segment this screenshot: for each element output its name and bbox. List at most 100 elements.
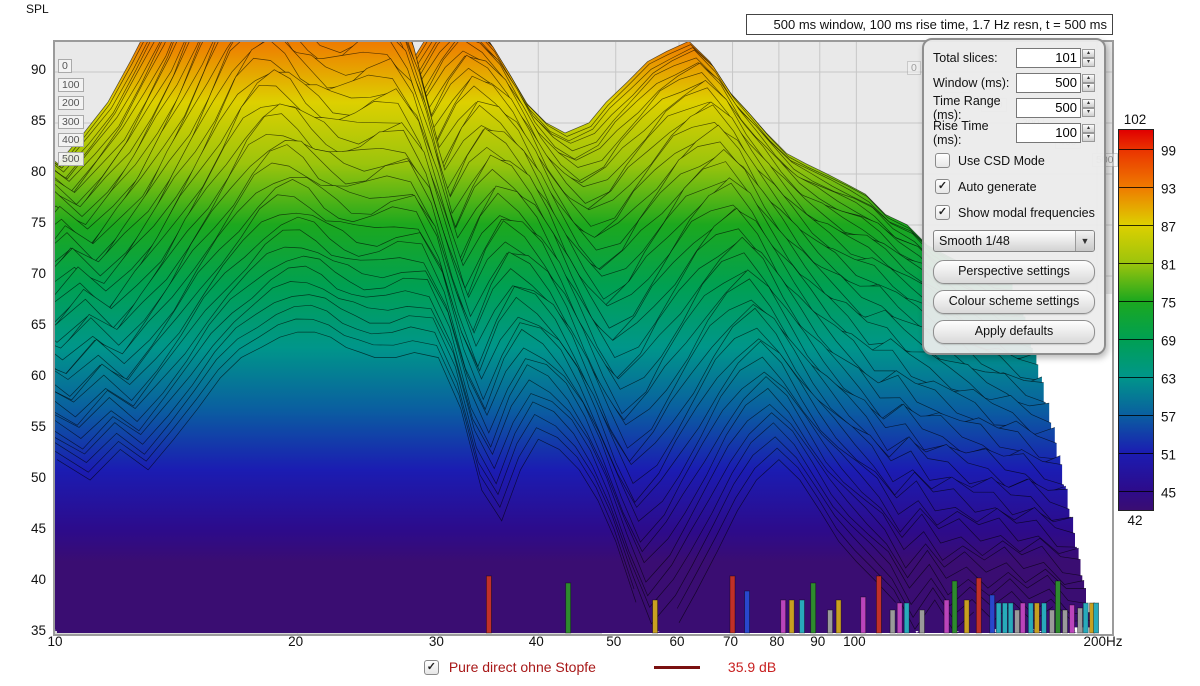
checkbox[interactable]: ✓: [935, 205, 950, 220]
perspective-settings-button[interactable]: Perspective settings: [933, 260, 1095, 284]
time-slice-label: 200: [58, 96, 84, 110]
spinner-down-icon[interactable]: ▾: [1082, 108, 1095, 117]
smoothing-dropdown[interactable]: Smooth 1/48 ▼: [933, 230, 1095, 252]
number-input[interactable]: 100: [1016, 123, 1081, 143]
checkbox-label: Show modal frequencies: [958, 205, 1095, 220]
colorbar-tick-label: 99: [1161, 143, 1177, 159]
measurement-name: Pure direct ohne Stopfe: [448, 659, 596, 675]
frequency-tick-label: 60: [669, 634, 685, 649]
field-label: Rise Time (ms):: [933, 119, 989, 147]
colorbar-tick-label: 69: [1161, 333, 1177, 349]
spinner-down-icon[interactable]: ▾: [1082, 133, 1095, 142]
measurement-line-swatch: [653, 665, 700, 669]
spl-tick-label: 40: [30, 572, 46, 587]
colorbar-tick-label: 81: [1161, 257, 1177, 273]
colorbar-tick-label: 51: [1161, 447, 1177, 463]
colorbar-tick-label: 63: [1161, 371, 1177, 387]
spl-tick-label: 35: [30, 623, 46, 638]
frequency-tick-label: 90: [810, 634, 826, 649]
frequency-tick-label: 80: [769, 634, 785, 649]
chevron-down-icon[interactable]: ▼: [1075, 231, 1094, 251]
controls-panel: Total slices: 101 ▴ ▾ Window (ms): 500 ▴ ▾ Time …: [922, 38, 1106, 355]
measurement-level-value: 35.9 dB: [727, 659, 777, 675]
status-bar: 500 ms window, 100 ms rise time, 1.7 Hz …: [746, 14, 1113, 35]
spl-tick-label: 75: [30, 215, 46, 230]
colorbar-tick-label: 75: [1161, 295, 1177, 311]
spin-row-rise-time-ms-: Rise Time (ms): 100 ▴ ▾: [933, 119, 1095, 147]
colorbar-gradient: 99 93 87 81 75 69 63 57 51 45: [1118, 129, 1176, 511]
colorbar-tick-label: 57: [1161, 409, 1177, 425]
colorbar-min-label: 42: [1127, 513, 1143, 528]
number-input[interactable]: 500: [1016, 98, 1081, 118]
spl-tick-label: 65: [30, 317, 46, 332]
frequency-tick-label: 10: [47, 634, 63, 649]
checkbox[interactable]: ✓: [935, 179, 950, 194]
time-slice-label: 100: [58, 77, 84, 92]
time-slice-label: 0: [907, 61, 921, 75]
frequency-tick-label: 200Hz: [1083, 634, 1123, 649]
check-row-show-modal-frequencies: ✓ Show modal frequencies: [935, 204, 1095, 221]
frequency-tick-label: 100: [843, 634, 866, 649]
measurement-checkbox[interactable]: ✓: [423, 659, 439, 675]
colorbar-tick-label: 87: [1161, 219, 1177, 235]
spinner-up-icon[interactable]: ▴: [1082, 124, 1095, 133]
spl-tick-label: 90: [30, 62, 46, 77]
checkbox-label: Use CSD Mode: [958, 153, 1045, 168]
frequency-tick-label: 70: [723, 634, 739, 649]
frequency-tick-label: 50: [606, 634, 622, 649]
spin-row-total-slices-: Total slices: 101 ▴ ▾: [933, 48, 1095, 68]
spl-tick-label: 50: [30, 470, 46, 485]
frequency-tick-label: 40: [528, 634, 544, 649]
field-label: Total slices:: [933, 51, 998, 65]
checkbox[interactable]: [935, 153, 950, 168]
spinner-down-icon[interactable]: ▾: [1082, 58, 1095, 67]
check-row-use-csd-mode: Use CSD Mode: [935, 152, 1095, 169]
colorbar-tick-label: 93: [1161, 181, 1177, 197]
colorbar-tick: [1119, 263, 1153, 264]
number-input[interactable]: 101: [1016, 48, 1081, 68]
spl-tick-label: 60: [30, 368, 46, 383]
colour-scheme-settings-button[interactable]: Colour scheme settings: [933, 290, 1095, 314]
spinner-up-icon[interactable]: ▴: [1082, 74, 1095, 83]
colorbar-tick: [1119, 149, 1153, 150]
spl-axis-title: SPL: [26, 2, 49, 16]
waterfall-surface[interactable]: [55, 42, 1112, 634]
check-row-auto-generate: ✓ Auto generate: [935, 178, 1095, 195]
spin-row-window-ms-: Window (ms): 500 ▴ ▾: [933, 73, 1095, 93]
colorbar-tick: [1119, 415, 1153, 416]
spin-row-time-range-ms-: Time Range (ms): 500 ▴ ▾: [933, 94, 1095, 122]
spinner-up-icon[interactable]: ▴: [1082, 49, 1095, 58]
frequency-tick-label: 20: [288, 634, 304, 649]
number-input[interactable]: 500: [1016, 73, 1081, 93]
colorbar-tick: [1119, 187, 1153, 188]
colorbar-tick: [1119, 491, 1153, 492]
spl-tick-label: 85: [30, 113, 46, 128]
frequency-tick-label: 30: [428, 634, 444, 649]
colorbar-tick: [1119, 225, 1153, 226]
field-label: Window (ms):: [933, 76, 1010, 90]
time-slice-label: 300: [58, 114, 84, 129]
checkbox-label: Auto generate: [958, 179, 1037, 194]
time-slice-label: 0: [58, 59, 72, 73]
colorbar: 102 99 93 87 81 75 69 63 57 51 45 42: [1118, 112, 1198, 528]
spl-tick-label: 80: [30, 164, 46, 179]
spl-tick-label: 45: [30, 521, 46, 536]
colorbar-tick-label: 45: [1161, 485, 1177, 501]
colorbar-tick: [1119, 301, 1153, 302]
colorbar-tick: [1119, 339, 1153, 340]
time-slice-label: 500: [58, 151, 84, 166]
colorbar-tick: [1119, 453, 1153, 454]
colorbar-tick: [1119, 377, 1153, 378]
smoothing-dropdown-value: Smooth 1/48: [939, 234, 1010, 248]
colorbar-max-label: 102: [1123, 112, 1147, 127]
legend-row: ✓ Pure direct ohne Stopfe 35.9 dB: [0, 659, 1200, 675]
spinner-down-icon[interactable]: ▾: [1082, 83, 1095, 92]
spl-tick-label: 70: [30, 266, 46, 281]
apply-defaults-button[interactable]: Apply defaults: [933, 320, 1095, 344]
spinner-up-icon[interactable]: ▴: [1082, 99, 1095, 108]
spl-tick-label: 55: [30, 419, 46, 434]
field-label: Time Range (ms):: [933, 94, 1001, 122]
time-slice-label: 400: [58, 133, 84, 147]
